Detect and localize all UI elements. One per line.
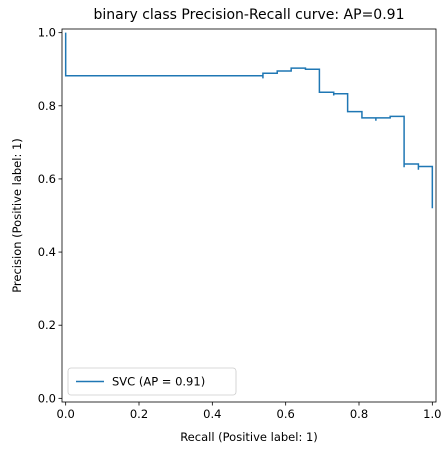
axes-frame	[61, 28, 437, 403]
y-tick-label: 0.0	[38, 391, 56, 405]
y-tick-label: 0.6	[38, 172, 56, 186]
x-tick-label: 0.6	[277, 407, 295, 421]
y-tick-label: 0.2	[38, 318, 56, 332]
x-tick-label: 0.8	[350, 407, 368, 421]
series-line-0	[64, 32, 434, 209]
chart-title: binary class Precision-Recall curve: AP=…	[94, 7, 405, 23]
x-tick-label: 0.4	[203, 407, 221, 421]
x-tick-label: 0.2	[130, 407, 148, 421]
y-tick-label: 0.4	[38, 245, 56, 259]
x-axis-label: Recall (Positive label: 1)	[180, 430, 318, 444]
plot-area: 0.0 0.2 0.4 0.6 0.8 1.0 0.0 0.2 0.4 0.6 0.8 1.0	[38, 26, 442, 421]
y-tick-label: 1.0	[38, 26, 56, 40]
y-tick-label: 0.8	[38, 99, 56, 113]
legend-box	[67, 367, 237, 396]
legend-label: SVC (AP = 0.91)	[112, 375, 205, 389]
x-tick-label: 0.0	[57, 407, 75, 421]
y-axis-label: Precision (Positive label: 1)	[10, 138, 24, 293]
x-tick-label: 1.0	[423, 407, 441, 421]
legend: SVC (AP = 0.91)	[67, 367, 237, 396]
